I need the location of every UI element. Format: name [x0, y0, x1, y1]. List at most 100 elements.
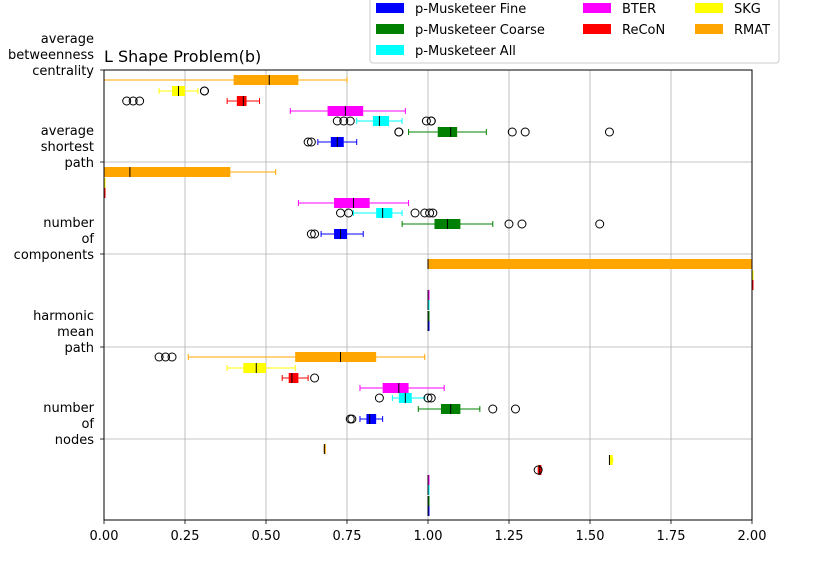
- outlier-point: [199, 86, 209, 96]
- box-p-musketeer-all: [374, 393, 436, 403]
- box-p-musketeer-fine: [427, 321, 430, 331]
- box-p-musketeer-all: [427, 300, 430, 310]
- box-iqr: [428, 259, 752, 269]
- outlier-point: [135, 96, 145, 106]
- x-tick-label: 1.75: [657, 529, 686, 544]
- box-rmat: [427, 259, 753, 269]
- x-tick-label: 2.00: [738, 529, 767, 544]
- outlier-point: [161, 352, 171, 362]
- box-iqr: [243, 363, 266, 373]
- outlier-point: [128, 96, 138, 106]
- legend-label: p-Musketeer Coarse: [415, 23, 545, 38]
- y-group-label: average: [41, 32, 94, 47]
- box-iqr: [428, 300, 430, 310]
- box-p-musketeer-fine: [427, 506, 430, 516]
- outlier-point: [425, 208, 435, 218]
- legend-item-p-musketeer-coarse: p-Musketeer Coarse: [376, 23, 545, 38]
- box-iqr: [295, 352, 377, 362]
- box-iqr: [752, 270, 754, 280]
- outlier-point: [394, 127, 404, 137]
- box-iqr: [428, 311, 430, 321]
- box-p-musketeer-coarse: [427, 496, 430, 506]
- box-iqr: [288, 373, 299, 383]
- box-iqr: [104, 178, 106, 188]
- x-tick-label: 1.25: [495, 529, 524, 544]
- legend-swatch: [376, 24, 404, 34]
- outlier-point: [595, 219, 605, 229]
- y-group-label: centrality: [32, 64, 94, 79]
- y-group-label: of: [81, 417, 94, 432]
- outlier-point: [426, 393, 436, 403]
- box-iqr: [324, 444, 326, 454]
- box-p-musketeer-fine: [303, 137, 358, 147]
- box-iqr: [104, 167, 231, 177]
- outlier-point: [310, 229, 320, 239]
- box-iqr: [428, 475, 430, 485]
- outlier-point: [504, 219, 514, 229]
- y-group-label: of: [81, 232, 94, 247]
- x-tick-label: 0.25: [171, 529, 200, 544]
- legend-item-p-musketeer-all: p-Musketeer All: [376, 44, 516, 59]
- box-p-musketeer-fine: [306, 229, 364, 239]
- y-group-label: number: [43, 216, 94, 231]
- outlier-point: [533, 465, 543, 475]
- y-group-label: path: [64, 156, 94, 171]
- outlier-point: [410, 208, 420, 218]
- outlier-point: [154, 352, 164, 362]
- box-iqr: [428, 506, 430, 516]
- outlier-point: [517, 219, 527, 229]
- box-bter: [427, 475, 430, 485]
- legend-label: BTER: [622, 2, 656, 17]
- outlier-point: [423, 393, 433, 403]
- y-group-label: components: [14, 248, 95, 263]
- box-plots: [103, 75, 754, 516]
- box-skg: [608, 455, 614, 465]
- box-p-musketeer-all: [336, 208, 438, 218]
- legend-frame: [369, 0, 780, 64]
- chart-title: L Shape Problem(b): [104, 47, 261, 66]
- box-iqr: [236, 96, 247, 106]
- box-iqr: [428, 485, 430, 495]
- outlier-point: [510, 404, 520, 414]
- outlier-point: [374, 393, 384, 403]
- box-bter: [359, 383, 445, 393]
- box-rmat: [154, 352, 426, 362]
- y-group-label: betweenness: [8, 48, 94, 63]
- y-group-label: nodes: [55, 433, 94, 448]
- legend-item-recon: ReCoN: [583, 23, 665, 38]
- legend-swatch: [695, 24, 723, 34]
- outlier-point: [303, 137, 313, 147]
- box-rmat: [103, 167, 277, 177]
- legend-item-skg: SKG: [695, 2, 761, 17]
- outlier-point: [520, 127, 530, 137]
- legend-label: p-Musketeer Fine: [415, 2, 526, 17]
- box-p-musketeer-coarse: [394, 127, 614, 137]
- legend-swatch: [583, 3, 611, 13]
- box-iqr: [437, 127, 458, 137]
- y-group-label: harmonic: [33, 309, 94, 324]
- outlier-point: [339, 116, 349, 126]
- x-tick-label: 1.00: [414, 529, 443, 544]
- box-rmat: [103, 75, 348, 85]
- outlier-point: [420, 208, 430, 218]
- box-iqr: [752, 280, 754, 290]
- legend-item-p-musketeer-fine: p-Musketeer Fine: [376, 2, 526, 17]
- box-p-musketeer-fine: [345, 414, 384, 424]
- x-tick-label: 0.50: [252, 529, 281, 544]
- box-iqr: [334, 198, 370, 208]
- box-iqr: [233, 75, 299, 85]
- box-p-musketeer-all: [427, 485, 430, 495]
- box-p-musketeer-coarse: [427, 311, 430, 321]
- outlier-point: [345, 116, 355, 126]
- legend-item-rmat: RMAT: [695, 23, 770, 38]
- legend-swatch: [583, 24, 611, 34]
- legend: p-Musketeer Fine p-Musketeer Coarse p-Musk…: [369, 0, 780, 64]
- outlier-point: [332, 116, 342, 126]
- box-iqr: [376, 208, 393, 218]
- box-bter: [427, 290, 430, 300]
- outlier-point: [306, 229, 316, 239]
- x-tick-label: 1.50: [576, 529, 605, 544]
- outlier-point: [604, 127, 614, 137]
- y-group-label: path: [64, 341, 94, 356]
- box-bter: [297, 198, 410, 208]
